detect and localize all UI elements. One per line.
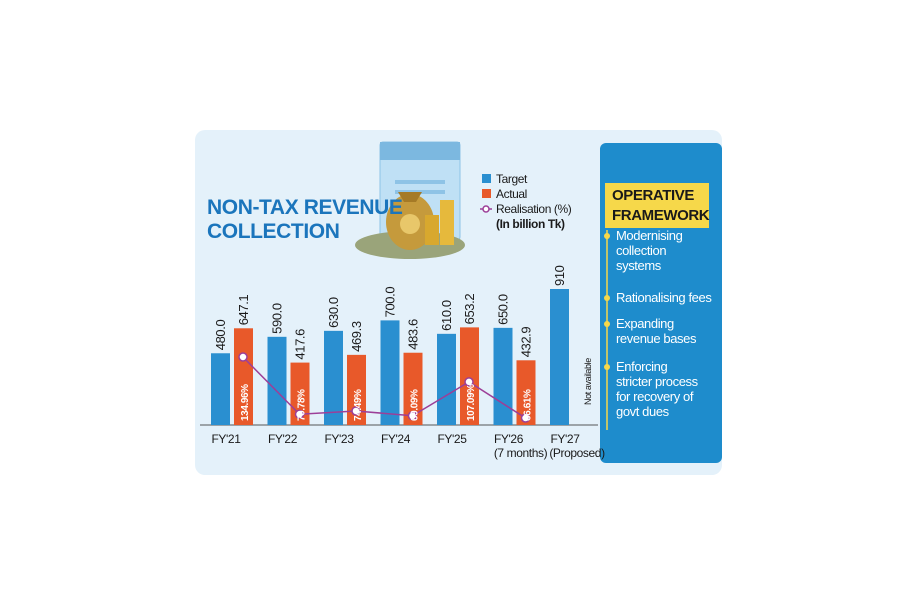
unit-note: (In billion Tk) [496, 217, 565, 231]
x-tick-label: (Proposed) [549, 446, 605, 460]
legend-swatch [482, 174, 491, 183]
sidebar-item: revenue bases [616, 331, 697, 346]
x-tick-label: FY'25 [438, 432, 468, 446]
legend-label: Target [496, 172, 528, 186]
sidebar-item: collection [616, 243, 666, 258]
bar [437, 333, 456, 425]
sidebar-item: govt dues [616, 404, 670, 419]
sidebar-item: for recovery of [616, 389, 694, 404]
bar [516, 360, 536, 425]
bar [460, 327, 479, 425]
value-label: 630.0 [326, 297, 341, 328]
x-tick-label: FY'27 [551, 432, 581, 446]
value-label: 417.6 [293, 329, 308, 360]
legend-marker [482, 205, 490, 213]
bar [324, 330, 343, 425]
percent-label: 74.49% [353, 389, 364, 421]
percent-label: 69.09% [410, 389, 421, 421]
bullet [604, 233, 610, 239]
annotation: Not available [583, 358, 593, 405]
bar [403, 352, 423, 425]
sidebar-item: Enforcing [616, 359, 667, 374]
sidebar-item: Rationalising fees [616, 290, 712, 305]
realisation-line [242, 356, 526, 419]
bullet [604, 321, 610, 327]
legend-swatch [482, 189, 491, 198]
value-label: 647.1 [236, 295, 251, 326]
sidebar-item: Expanding [616, 316, 674, 331]
bar [380, 320, 400, 425]
chart-title: NON-TAX REVENUE [207, 196, 403, 219]
bar [267, 336, 287, 425]
realisation-marker [294, 409, 305, 420]
x-tick-label: FY'24 [381, 432, 411, 446]
realisation-marker [407, 411, 418, 421]
x-tick-label: FY'26 [494, 432, 524, 446]
percent-label: 66.61% [523, 389, 534, 421]
legend-label: Actual [496, 187, 527, 201]
value-label: 590.0 [270, 303, 285, 334]
value-label: 910 [552, 265, 567, 286]
value-label: 650.0 [496, 294, 511, 325]
sidebar-title: FRAMEWORK [612, 207, 710, 224]
value-label: 480.0 [213, 320, 228, 351]
value-label: 483.6 [406, 319, 421, 350]
sidebar-item: Modernising [616, 228, 683, 243]
bar [347, 354, 366, 425]
sidebar-item: stricter process [616, 374, 699, 389]
chart-title: COLLECTION [207, 220, 340, 243]
illustration [355, 141, 465, 259]
percent-label: 134.96% [240, 384, 251, 421]
realisation-marker [464, 377, 474, 387]
value-label: 432.9 [519, 327, 534, 358]
bar [550, 289, 569, 425]
bar [234, 328, 253, 425]
x-tick-label: FY'21 [212, 432, 242, 446]
sidebar-title: OPERATIVE [612, 187, 694, 204]
percent-label: 70.78% [297, 389, 308, 421]
realisation-marker [238, 352, 248, 362]
bullet [604, 364, 610, 370]
x-tick-label: (7 months) [494, 446, 548, 460]
value-label: 653.2 [462, 294, 477, 325]
value-label: 469.3 [349, 321, 364, 352]
sidebar-item: systems [616, 258, 662, 273]
sidebar-title-box [605, 183, 709, 228]
bar [211, 353, 230, 425]
x-tick-label: FY'23 [325, 432, 355, 446]
value-label: 610.0 [439, 300, 454, 331]
x-tick-label: FY'22 [268, 432, 298, 446]
value-label: 700.0 [383, 287, 398, 318]
realisation-marker [520, 413, 531, 423]
realisation-marker [351, 406, 361, 416]
bullet [604, 295, 610, 301]
legend-label: Realisation (%) [496, 202, 572, 216]
bar [493, 327, 513, 425]
percent-label: 107.09% [466, 384, 477, 421]
